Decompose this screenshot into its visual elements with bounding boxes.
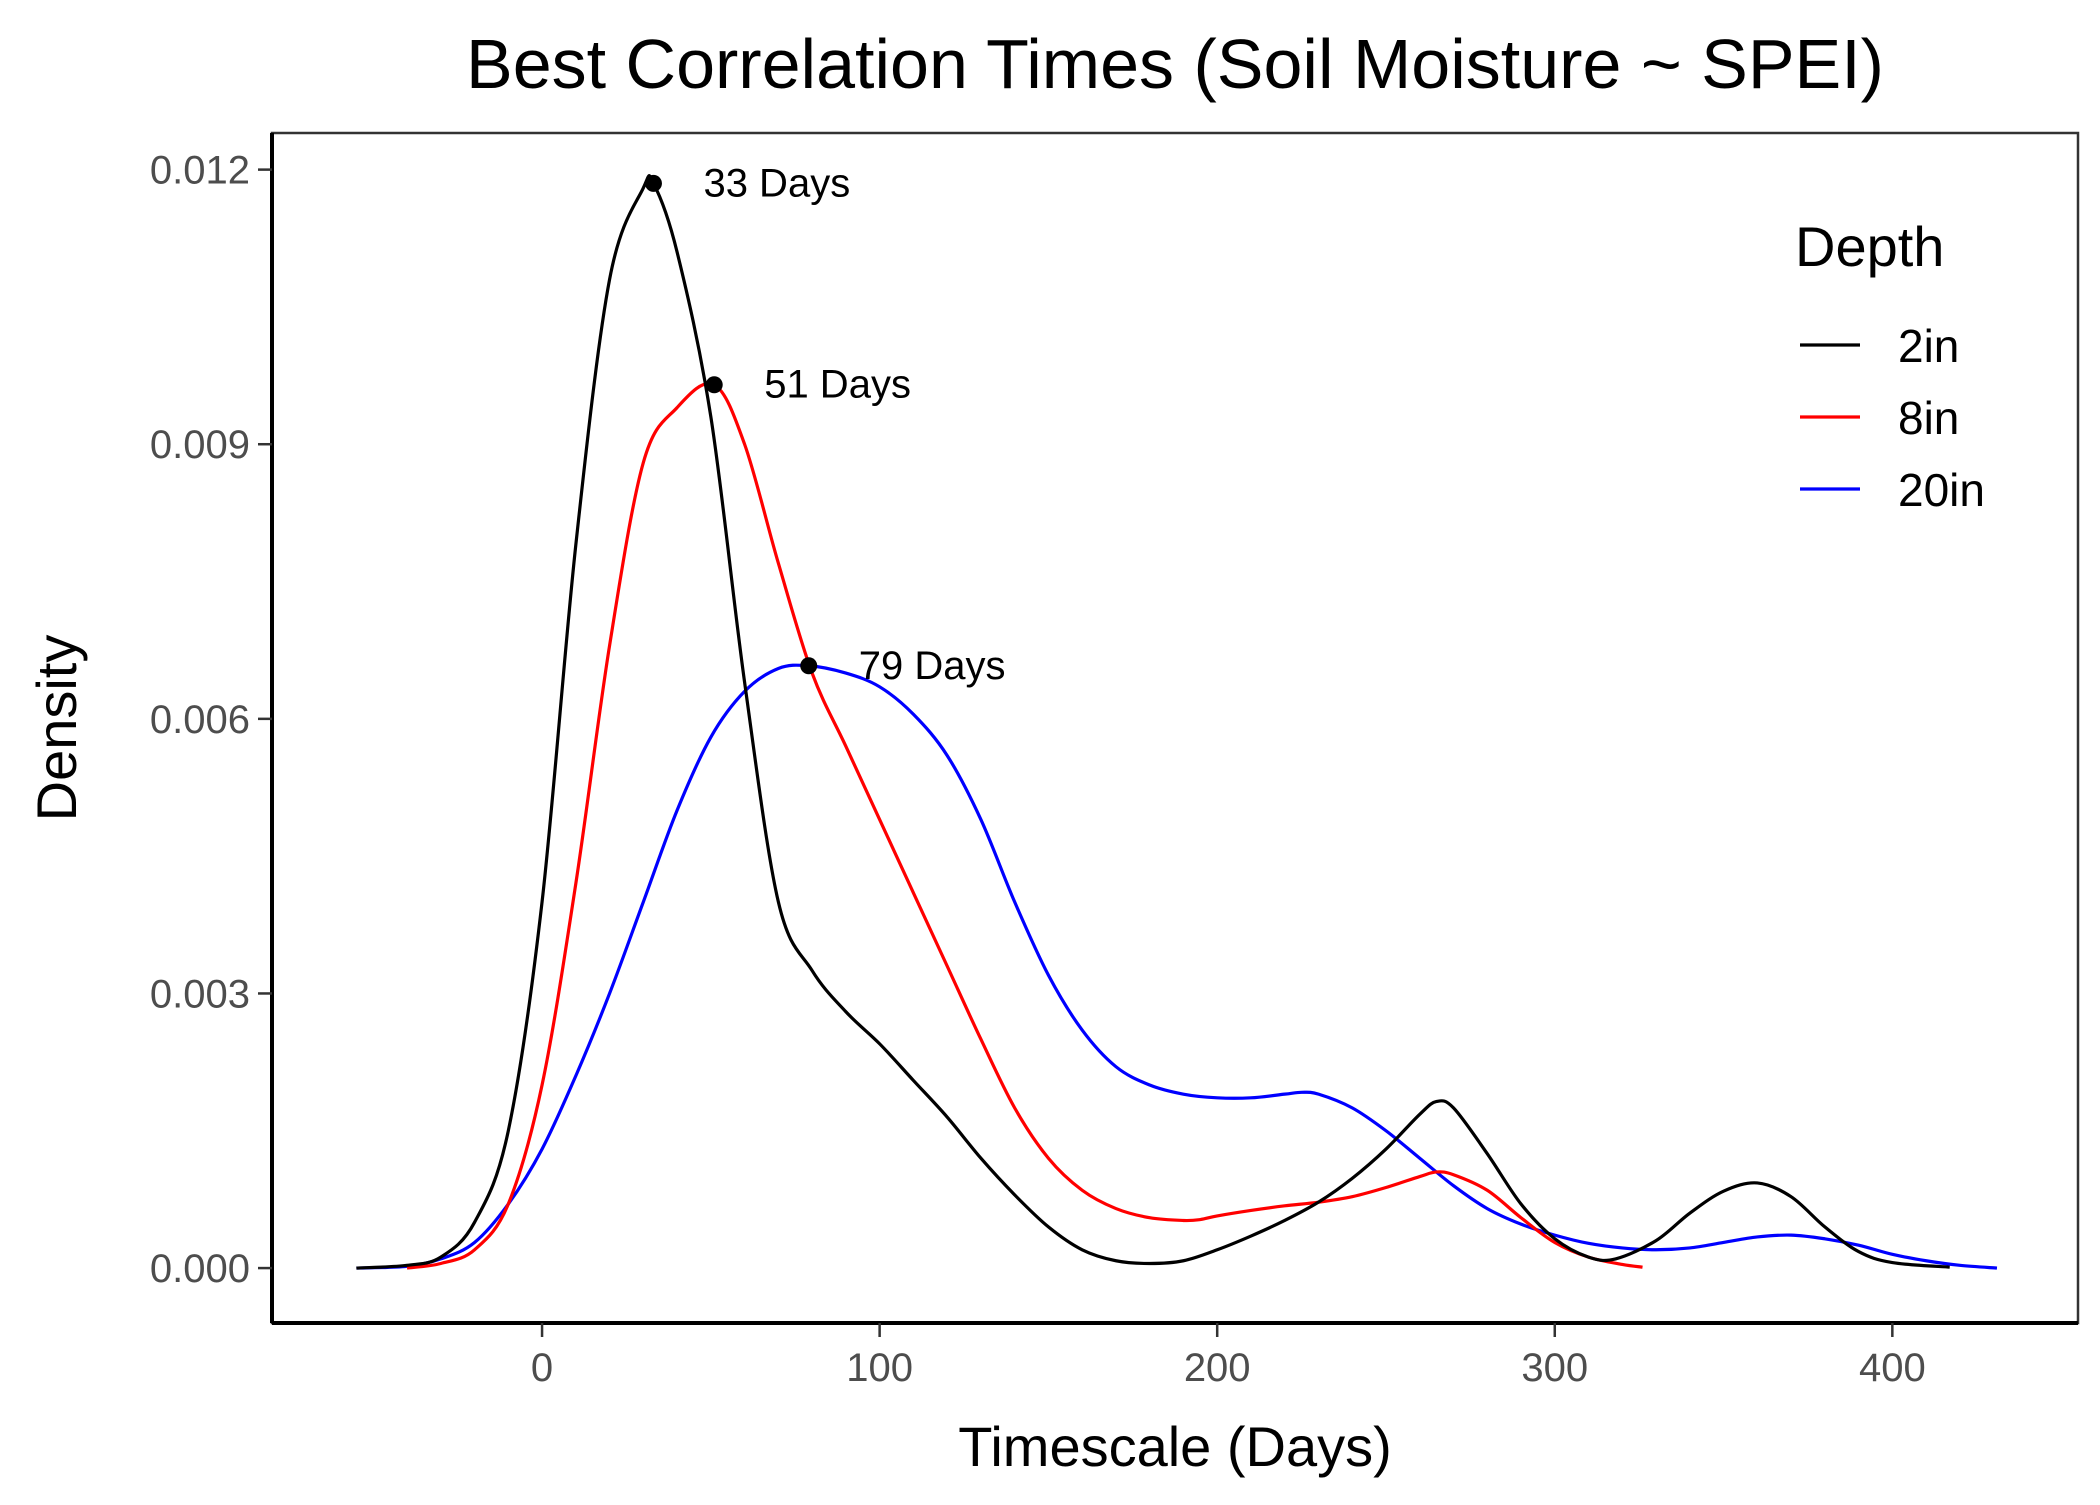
- x-tick-label: 100: [846, 1346, 913, 1390]
- y-tick-label: 0.003: [150, 972, 250, 1016]
- x-axis-ticks: 0 100 200 300 400: [531, 1323, 1926, 1390]
- chart-title: Best Correlation Times (Soil Moisture ~ …: [466, 25, 1884, 103]
- y-tick-label: 0.012: [150, 149, 250, 193]
- legend-label-8in: 8in: [1898, 392, 1959, 444]
- series-line-2in: [356, 174, 1950, 1270]
- peak-label: 79 Days: [859, 644, 1006, 688]
- peak-marker: [705, 376, 723, 394]
- peak-marker: [644, 174, 662, 192]
- x-axis-title: Timescale (Days): [958, 1415, 1392, 1478]
- y-tick-label: 0.000: [150, 1247, 250, 1291]
- plot-panel: [270, 131, 2080, 1325]
- series-line-8in: [406, 381, 1643, 1270]
- peak-label: 51 Days: [764, 363, 911, 407]
- legend-title: Depth: [1795, 215, 1944, 278]
- x-tick-label: 200: [1184, 1346, 1251, 1390]
- legend-label-20in: 20in: [1898, 464, 1985, 516]
- x-tick-label: 300: [1521, 1346, 1588, 1390]
- y-axis-ticks: 0.000 0.003 0.006 0.009 0.012: [150, 149, 272, 1291]
- y-axis-title: Density: [25, 635, 88, 822]
- x-tick-label: 400: [1859, 1346, 1926, 1390]
- y-tick-label: 0.009: [150, 423, 250, 467]
- x-tick-label: 0: [531, 1346, 553, 1390]
- legend-items: 2in 8in 20in: [1800, 320, 1985, 516]
- peak-marker: [800, 657, 818, 675]
- peak-annotations: 33 Days 51 Days 79 Days: [644, 161, 1006, 688]
- series-layer: [356, 174, 1998, 1270]
- series-line-20in: [356, 663, 1998, 1270]
- legend-label-2in: 2in: [1898, 320, 1959, 372]
- peak-label: 33 Days: [703, 161, 850, 205]
- y-tick-label: 0.006: [150, 698, 250, 742]
- legend: Depth 2in 8in 20in: [1795, 215, 1985, 516]
